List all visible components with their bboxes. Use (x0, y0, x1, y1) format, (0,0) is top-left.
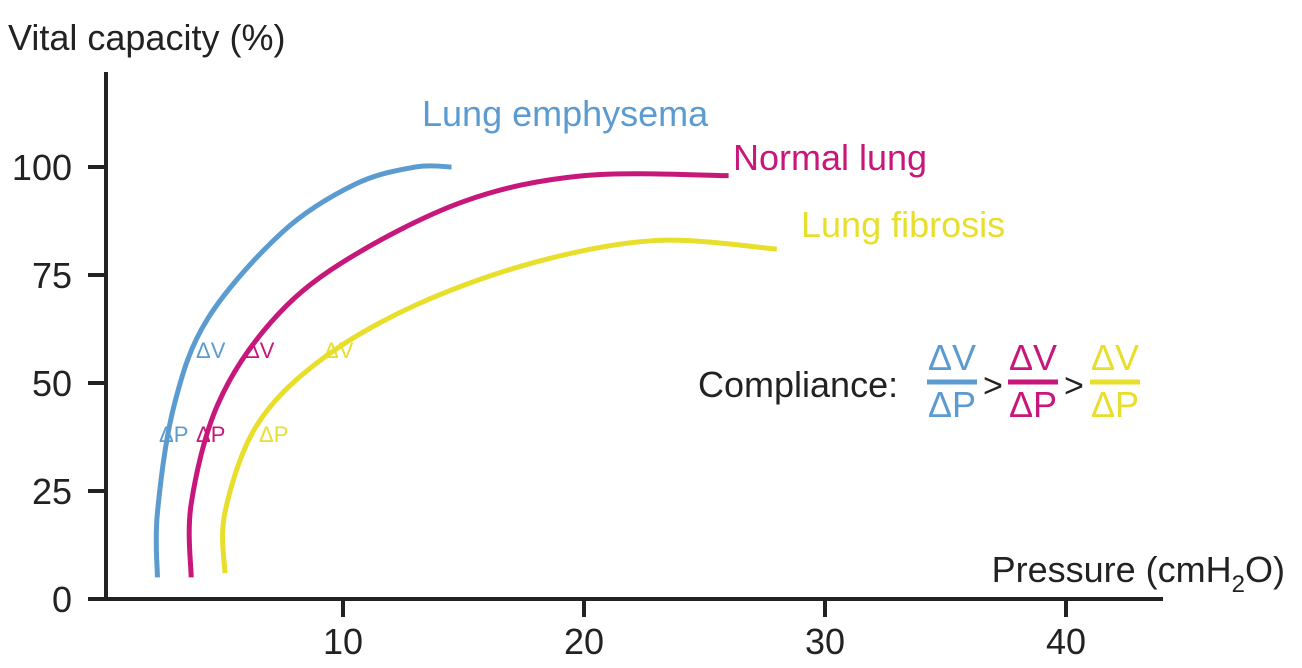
y-axis-label: Vital capacity (%) (8, 17, 285, 58)
x-axis-label: Pressure (cmH2O) (992, 549, 1285, 598)
x-tick-label: 20 (564, 621, 604, 662)
series-line-fibrosis (220, 237, 777, 574)
delta-v-normal: ΔV (245, 338, 275, 363)
compliance-formula: Compliance: ΔV ΔP > ΔV ΔP > ΔV ΔP (698, 337, 1140, 425)
y-ticks: 0 25 50 75 100 (12, 147, 106, 620)
curves (153, 163, 777, 578)
delta-p-emphysema: ΔP (159, 422, 188, 447)
series-label-normal: Normal lung (733, 137, 927, 178)
series-label-emphysema: Lung emphysema (422, 93, 709, 134)
fraction-emphysema-denominator: ΔP (928, 384, 976, 425)
series-line-emphysema (153, 163, 452, 578)
greater-than-1: > (983, 367, 1003, 405)
y-tick-label: 0 (52, 579, 72, 620)
series-line-normal (186, 171, 729, 578)
delta-v-emphysema: ΔV (196, 338, 226, 363)
fraction-fibrosis-denominator: ΔP (1091, 384, 1139, 425)
x-tick-label: 10 (323, 621, 363, 662)
y-tick-label: 100 (12, 147, 72, 188)
x-tick-label: 30 (805, 621, 845, 662)
fraction-emphysema-numerator: ΔV (928, 337, 976, 378)
delta-p-fibrosis: ΔP (259, 422, 288, 447)
fraction-normal-numerator: ΔV (1009, 337, 1057, 378)
fraction-fibrosis-numerator: ΔV (1091, 337, 1139, 378)
x-tick-label: 40 (1046, 621, 1086, 662)
x-ticks: 10 20 30 40 (323, 599, 1086, 662)
y-tick-label: 50 (32, 363, 72, 404)
delta-v-fibrosis: ΔV (324, 338, 354, 363)
series-label-fibrosis: Lung fibrosis (801, 204, 1005, 245)
y-tick-label: 25 (32, 471, 72, 512)
y-tick-label: 75 (32, 255, 72, 296)
fraction-normal-denominator: ΔP (1009, 384, 1057, 425)
delta-p-normal: ΔP (196, 422, 225, 447)
greater-than-2: > (1064, 367, 1084, 405)
compliance-label: Compliance: (698, 364, 898, 405)
